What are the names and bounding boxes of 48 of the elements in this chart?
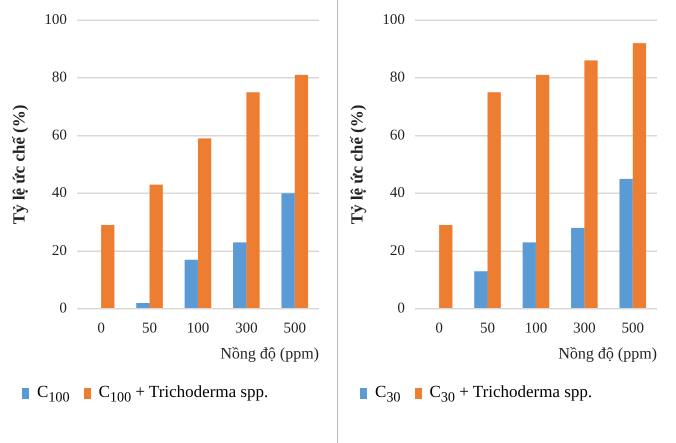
bar: [632, 43, 646, 308]
bar: [198, 138, 212, 308]
legend-label: C$_{30}$ + Trichoderma spp.: [430, 382, 592, 406]
y-tick-label: 100: [44, 12, 67, 28]
x-tick-label: 300: [235, 320, 258, 337]
y-axis-title: Tỷ lệ ức chế (%): [10, 104, 29, 224]
x-tick-label: 500: [622, 320, 644, 337]
bar: [474, 271, 488, 308]
y-tick-label: 0: [59, 300, 67, 317]
y-tick-label: 60: [52, 127, 67, 144]
bar: [150, 184, 163, 308]
bar: [101, 225, 114, 308]
bar: [136, 303, 150, 308]
bar: [488, 92, 501, 308]
x-tick-label: 0: [97, 320, 105, 337]
y-tick-label: 80: [390, 70, 405, 86]
bar: [184, 260, 198, 308]
y-tick-label: 40: [390, 185, 405, 202]
bar: [522, 242, 536, 308]
y-tick-label: 100: [382, 12, 405, 28]
x-axis-title: Nồng độ (ppm): [558, 346, 657, 363]
y-tick-label: 20: [52, 242, 67, 259]
bar: [536, 74, 550, 308]
bar: [584, 60, 598, 308]
bar: [281, 193, 295, 308]
legend-label: C$_{100}$: [37, 382, 70, 406]
y-tick-label: 0: [397, 300, 405, 317]
bar: [619, 178, 633, 308]
x-tick-label: 50: [480, 320, 496, 337]
bar: [294, 74, 308, 308]
x-tick-label: 300: [573, 320, 596, 337]
y-tick-label: 60: [390, 127, 405, 144]
x-tick-label: 100: [524, 320, 548, 337]
x-tick-label: 500: [284, 320, 306, 337]
legend-label: C$_{100}$ + Trichoderma spp.: [98, 382, 268, 406]
legend-label: C$_{30}$: [375, 382, 400, 406]
y-tick-label: 40: [52, 185, 67, 202]
bar: [233, 242, 246, 308]
x-tick-label: 0: [435, 320, 443, 337]
y-axis-title: Tỷ lệ ức chế (%): [348, 104, 367, 224]
y-tick-label: 20: [390, 242, 405, 259]
x-tick-label: 50: [142, 320, 158, 337]
bar: [571, 228, 584, 308]
y-tick-label: 80: [52, 70, 67, 86]
x-tick-label: 100: [186, 320, 210, 337]
bar: [439, 225, 452, 308]
x-axis-title: Nồng độ (ppm): [220, 346, 319, 363]
bar: [246, 92, 260, 308]
